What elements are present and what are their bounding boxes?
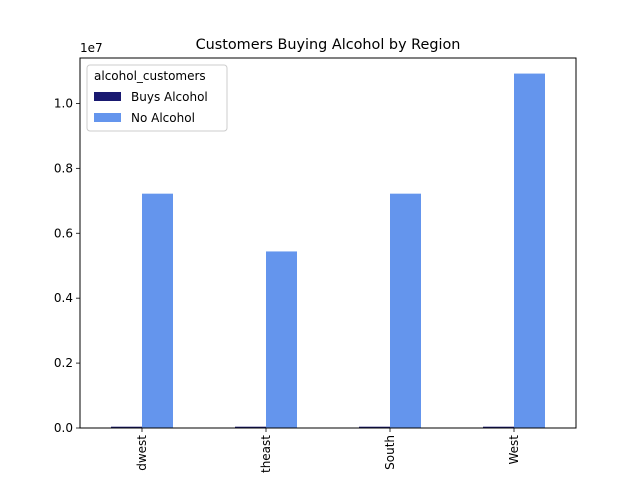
bar-no-alcohol-west <box>514 73 545 428</box>
y-tick-label: 0.2 <box>54 356 73 370</box>
legend-swatch-no-alcohol <box>94 113 121 122</box>
chart-title: Customers Buying Alcohol by Region <box>196 37 461 53</box>
bars-group <box>111 73 545 428</box>
bar-buys-alcohol-northeast <box>235 426 266 428</box>
bar-buys-alcohol-midwest <box>111 426 142 428</box>
legend-title: alcohol_customers <box>94 69 206 83</box>
legend-items: Buys Alcohol No Alcohol <box>94 90 208 125</box>
x-tick-label: West <box>507 435 521 465</box>
y-tick-label: 0.6 <box>54 226 73 240</box>
legend-label: Buys Alcohol <box>131 90 208 104</box>
y-axis-ticks: 0.0 0.2 0.4 0.6 0.8 1.0 <box>54 96 80 435</box>
bar-no-alcohol-south <box>390 193 421 428</box>
y-tick-label: 0.8 <box>54 161 73 175</box>
plot-area: 0.0 0.2 0.4 0.6 0.8 1.0 dwest theast South West <box>54 57 577 473</box>
legend-swatch-buys-alcohol <box>94 92 121 101</box>
x-tick-label: South <box>383 435 397 470</box>
x-axis-ticks: dwest theast South West <box>135 428 521 473</box>
bar-buys-alcohol-west <box>483 426 514 428</box>
y-axis-offset-label: 1e7 <box>80 41 103 55</box>
bar-no-alcohol-northeast <box>266 251 297 428</box>
legend-label: No Alcohol <box>131 111 195 125</box>
y-tick-label: 0.0 <box>54 421 73 435</box>
x-tick-label: theast <box>259 435 273 473</box>
legend: alcohol_customers Buys Alcohol No Alcohol <box>86 64 228 132</box>
y-tick-label: 0.4 <box>54 291 73 305</box>
x-tick-label: dwest <box>135 435 149 471</box>
y-tick-label: 1.0 <box>54 96 73 110</box>
bar-no-alcohol-midwest <box>142 193 173 428</box>
bar-buys-alcohol-south <box>359 426 390 428</box>
legend-box <box>86 64 228 132</box>
plot-frame <box>79 57 577 429</box>
